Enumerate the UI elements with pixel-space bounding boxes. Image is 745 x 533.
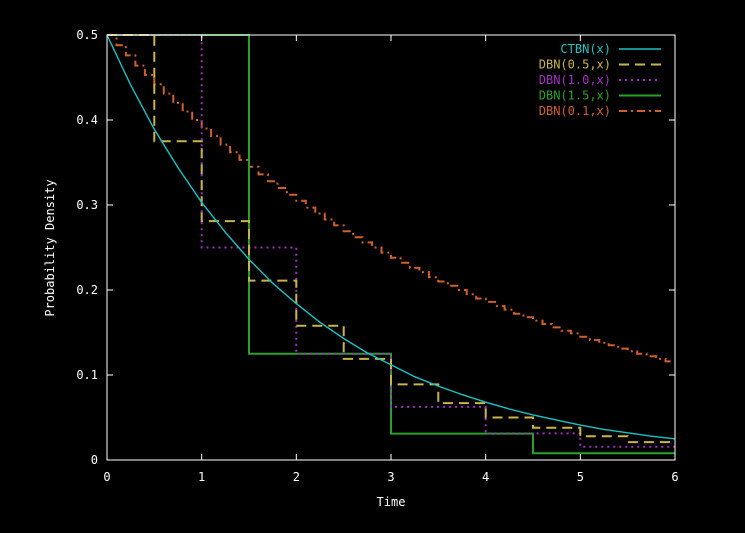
x-tick-label: 5: [577, 470, 584, 484]
y-tick-label: 0.3: [76, 198, 98, 212]
x-tick-label: 4: [482, 470, 489, 484]
x-tick-label: 1: [198, 470, 205, 484]
series-layer: [106, 34, 676, 455]
series-line-1: [107, 34, 675, 444]
x-axis-label: Time: [377, 495, 406, 509]
x-tick-label: 2: [293, 470, 300, 484]
x-tick-label: 6: [671, 470, 678, 484]
y-tick-label: 0: [91, 453, 98, 467]
plot-area: [106, 34, 676, 455]
y-tick-label: 0.2: [76, 283, 98, 297]
x-tick-label: 3: [387, 470, 394, 484]
x-tick-label: 0: [103, 470, 110, 484]
legend-label: DBN(1.5,x): [539, 89, 611, 103]
legend-label: CTBN(x): [560, 42, 611, 56]
series-line-2: [107, 34, 675, 448]
y-tick-label: 0.1: [76, 368, 98, 382]
y-tick-label: 0.5: [76, 28, 98, 42]
legend-label: DBN(0.5,x): [539, 58, 611, 72]
x-axis: 0 1 2 3 4 5 6: [103, 35, 679, 484]
legend-label: DBN(0.1,x): [539, 104, 611, 118]
legend: CTBN(x) DBN(0.5,x)DBN(1.0,x) DBN(1.5,x)DBN…: [539, 42, 661, 118]
y-axis: 0 0.1 0.2 0.3 0.4 0.5: [76, 28, 675, 467]
y-axis-label: Probability Density: [43, 179, 57, 316]
series-line-0: [106, 34, 676, 440]
y-tick-label: 0.4: [76, 113, 98, 127]
legend-label: DBN(1.0,x): [539, 73, 611, 87]
